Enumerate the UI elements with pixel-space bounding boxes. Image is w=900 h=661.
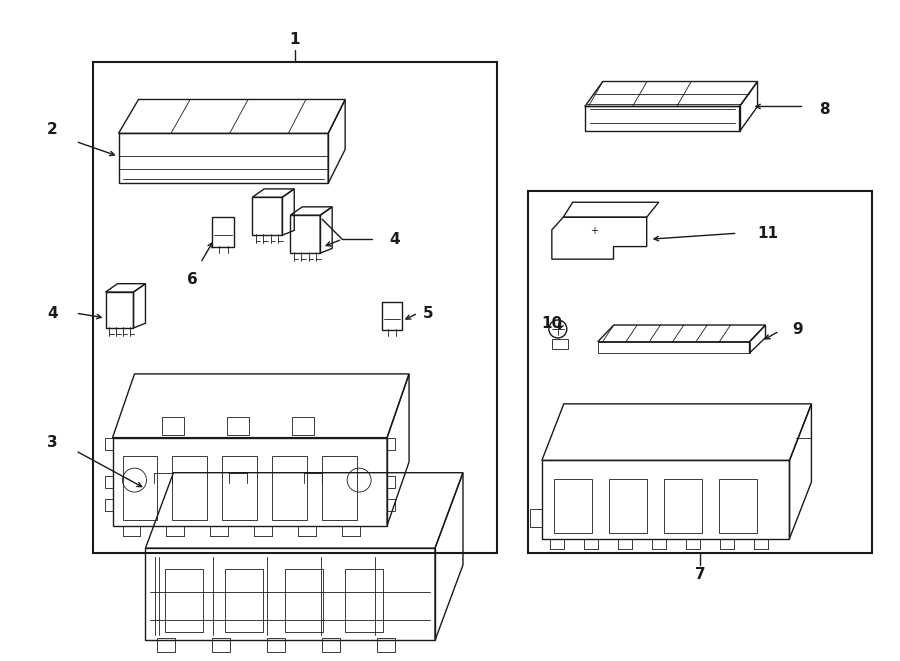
Text: 4: 4: [390, 232, 400, 247]
Bar: [93, 61, 497, 553]
Bar: [528, 191, 872, 553]
Text: +: +: [590, 225, 598, 236]
Text: 3: 3: [48, 435, 58, 450]
Text: 7: 7: [695, 567, 706, 582]
Bar: [267, 639, 285, 652]
Bar: [122, 456, 158, 520]
Bar: [212, 639, 230, 652]
Text: 5: 5: [423, 305, 433, 321]
Bar: [173, 456, 207, 520]
Bar: [273, 456, 307, 520]
Bar: [718, 479, 757, 533]
Bar: [346, 568, 383, 633]
Text: 8: 8: [819, 102, 830, 117]
Bar: [285, 568, 323, 633]
Bar: [663, 479, 702, 533]
Text: 11: 11: [757, 225, 778, 241]
Bar: [252, 197, 283, 235]
Bar: [228, 416, 249, 434]
Bar: [162, 416, 184, 434]
Bar: [105, 292, 133, 328]
Bar: [166, 568, 203, 633]
Bar: [608, 479, 647, 533]
Bar: [290, 215, 320, 253]
Text: 6: 6: [187, 272, 198, 287]
Bar: [322, 639, 340, 652]
Text: 9: 9: [792, 321, 803, 336]
Text: 1: 1: [290, 32, 300, 47]
Bar: [225, 568, 264, 633]
Bar: [158, 639, 176, 652]
Text: 4: 4: [48, 305, 58, 321]
Bar: [322, 456, 357, 520]
Bar: [382, 302, 402, 330]
Bar: [292, 416, 314, 434]
Bar: [377, 639, 395, 652]
Text: 2: 2: [47, 122, 58, 137]
Bar: [212, 217, 234, 247]
Bar: [554, 479, 592, 533]
Text: 10: 10: [541, 315, 562, 330]
Bar: [222, 456, 257, 520]
